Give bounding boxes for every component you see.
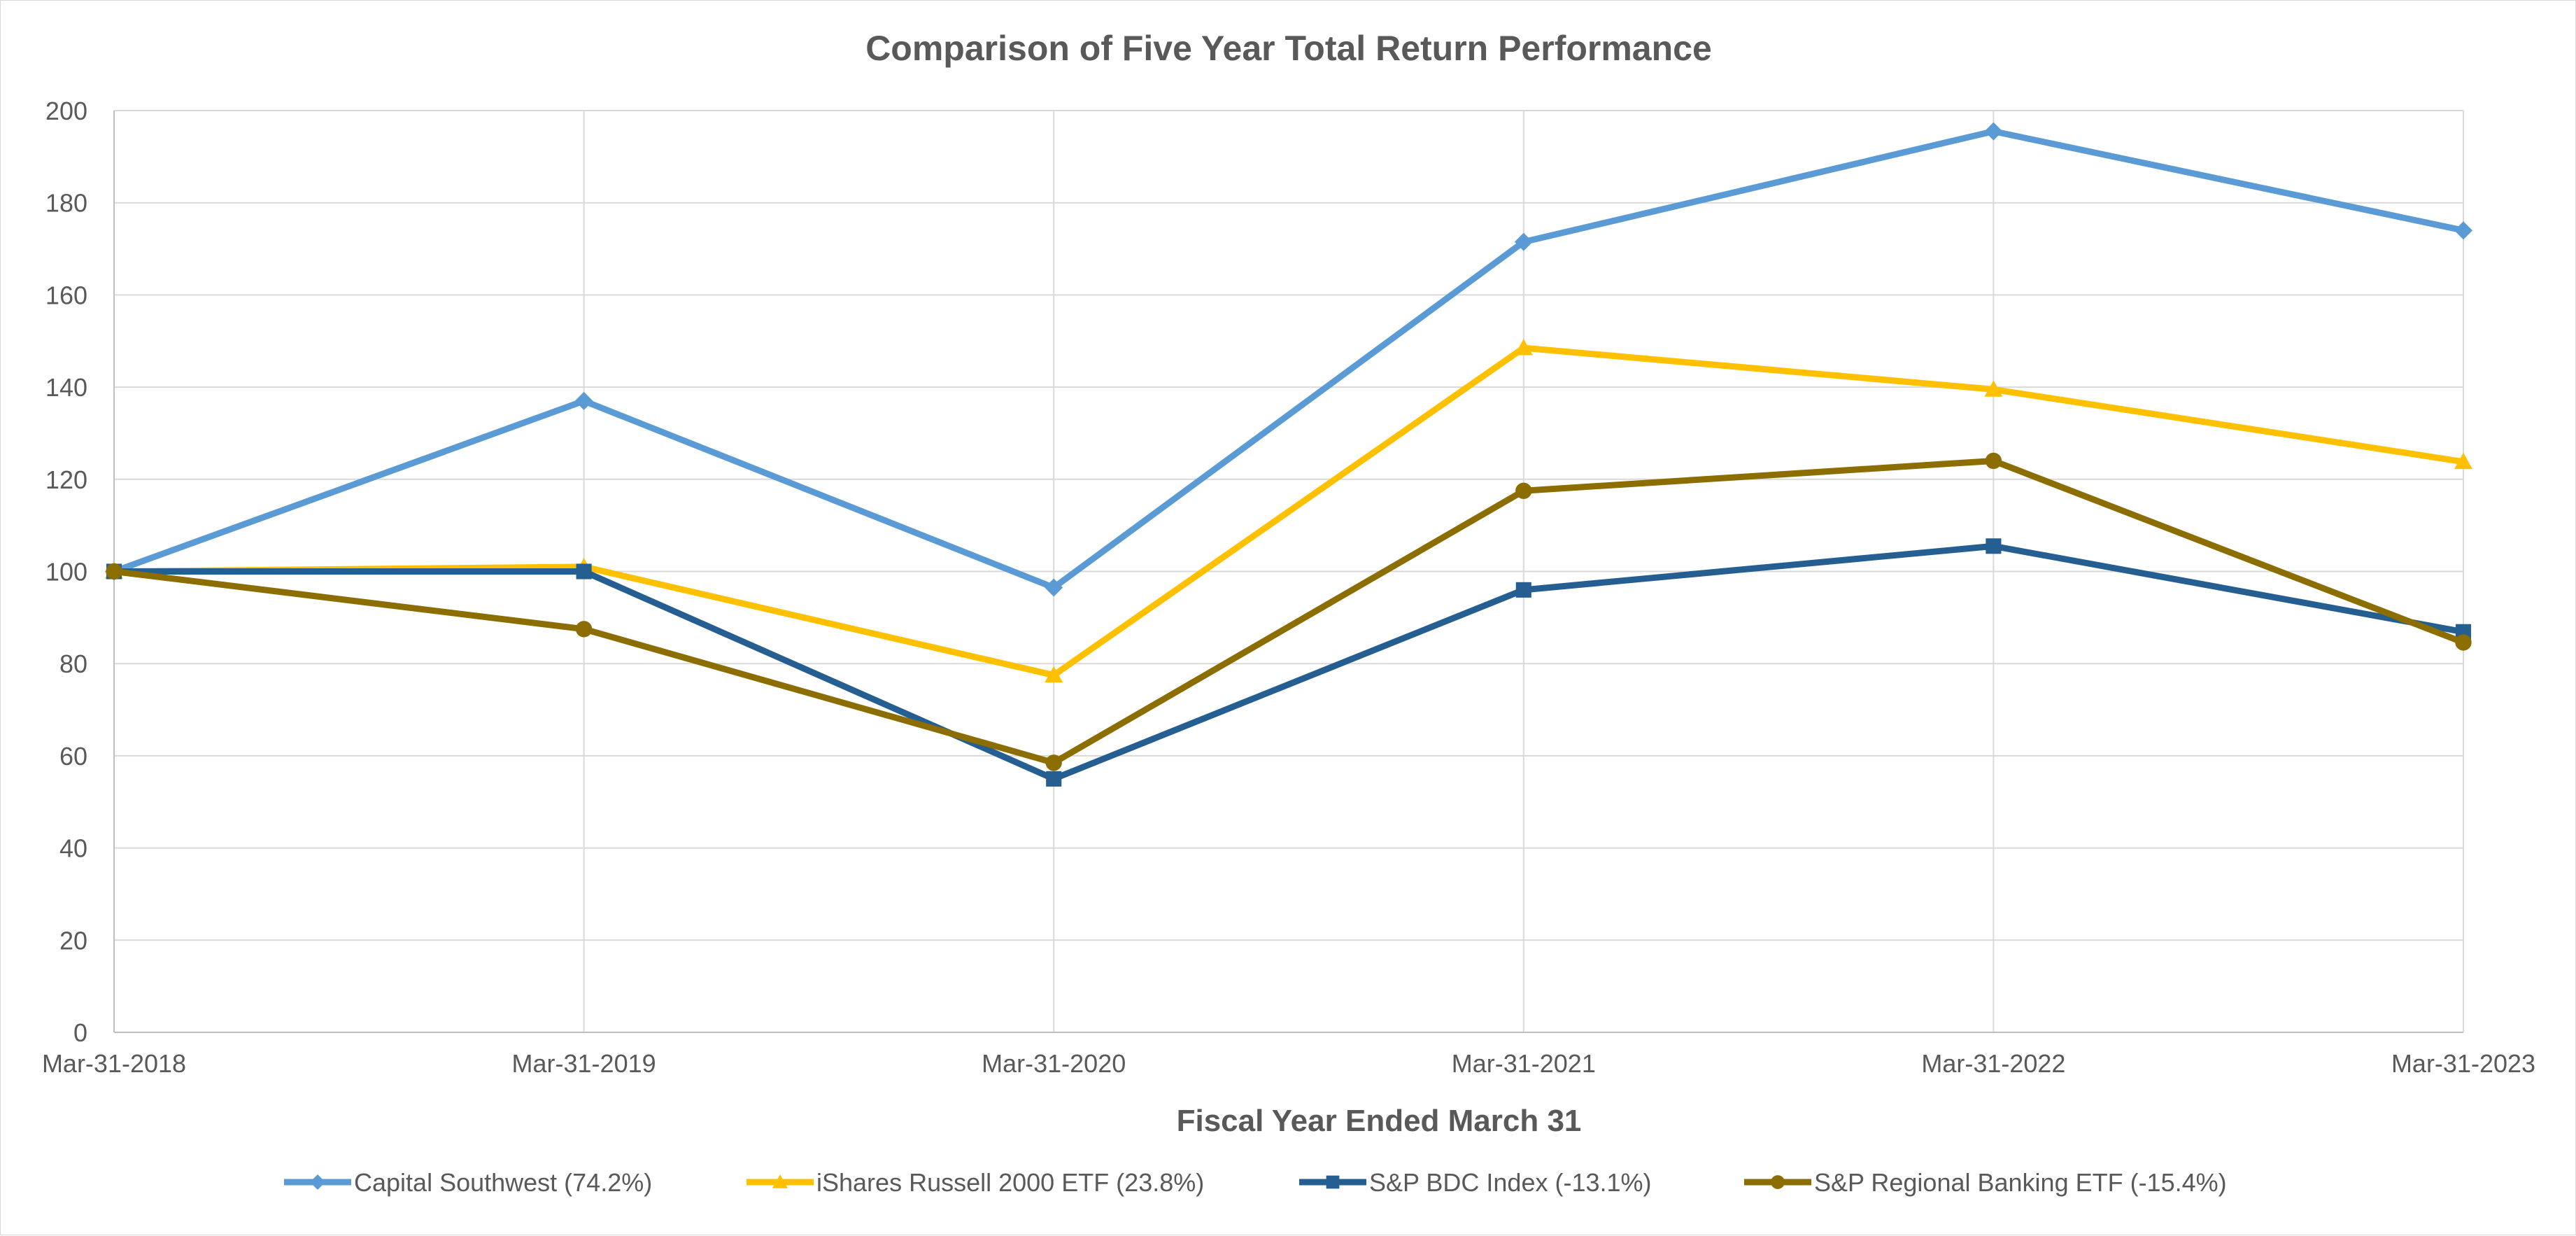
series-line — [111, 542, 2467, 782]
data-point-diamond — [574, 391, 593, 410]
data-point-diamond — [1514, 232, 1533, 251]
chart-title: Comparison of Five Year Total Return Per… — [865, 29, 1712, 68]
legend-item: S&P Regional Banking ETF (-15.4%) — [1744, 1168, 2227, 1197]
data-point-circle — [1985, 452, 2002, 470]
data-point-triangle — [1045, 666, 1063, 683]
series-diamond — [105, 122, 2472, 597]
series-line — [111, 457, 2467, 766]
y-tick-label: 0 — [73, 1018, 87, 1047]
legend-item: S&P BDC Index (-13.1%) — [1299, 1168, 1652, 1197]
data-point-circle — [1515, 482, 1532, 499]
data-point-circle — [1045, 754, 1062, 771]
legend: Capital Southwest (74.2%) iShares Russell… — [284, 1168, 2227, 1197]
legend-label: S&P Regional Banking ETF (-15.4%) — [1814, 1168, 2227, 1197]
x-tick-label: Mar-31-2021 — [1452, 1049, 1596, 1078]
data-point-triangle — [1984, 380, 2003, 397]
y-tick-label: 100 — [45, 558, 87, 587]
legend-marker — [772, 1174, 788, 1188]
y-tick-label: 180 — [45, 189, 87, 218]
series-lines — [105, 122, 2472, 787]
legend-item: Capital Southwest (74.2%) — [284, 1168, 652, 1197]
legend-label: S&P BDC Index (-13.1%) — [1369, 1168, 1652, 1197]
series-line — [111, 128, 2467, 591]
data-point-circle — [575, 621, 593, 638]
y-tick-label: 80 — [59, 649, 87, 678]
y-tick-label: 140 — [45, 373, 87, 402]
data-point-diamond — [1045, 578, 1063, 597]
series-line — [111, 344, 2467, 679]
legend-marker — [310, 1174, 325, 1190]
data-point-square — [1986, 538, 2002, 554]
x-axis-label: Fiscal Year Ended March 31 — [1177, 1104, 1582, 1138]
y-tick-label: 120 — [45, 465, 87, 494]
x-tick-label: Mar-31-2018 — [42, 1049, 186, 1078]
x-tick-label: Mar-31-2020 — [982, 1049, 1126, 1078]
legend-marker — [1771, 1175, 1785, 1189]
legend-marker — [1326, 1175, 1340, 1189]
data-point-triangle — [1514, 339, 1533, 356]
data-point-triangle — [2454, 452, 2472, 470]
data-point-circle — [2455, 634, 2472, 651]
x-tick-label: Mar-31-2022 — [1921, 1049, 2065, 1078]
x-tick-label: Mar-31-2023 — [2391, 1049, 2535, 1078]
x-tick-label: Mar-31-2019 — [512, 1049, 656, 1078]
series-circle — [106, 452, 2472, 771]
series-square — [106, 538, 2472, 787]
legend-label: iShares Russell 2000 ETF (23.8%) — [816, 1168, 1204, 1197]
y-tick-label: 60 — [59, 742, 87, 771]
data-point-circle — [106, 563, 122, 580]
legend-label: Capital Southwest (74.2%) — [354, 1168, 652, 1197]
y-tick-label: 200 — [45, 97, 87, 125]
data-point-square — [1515, 582, 1531, 598]
x-axis-tick-labels: Mar-31-2018 Mar-31-2019 Mar-31-2020 Mar-31-… — [42, 1049, 2535, 1078]
legend-item: iShares Russell 2000 ETF (23.8%) — [746, 1168, 1204, 1197]
y-tick-label: 40 — [59, 834, 87, 863]
y-axis-tick-labels: 0 20 40 60 80 100 120 140 160 180 200 — [45, 97, 87, 1047]
data-point-diamond — [2454, 221, 2472, 240]
y-tick-label: 160 — [45, 281, 87, 309]
data-point-diamond — [1984, 122, 2003, 141]
data-point-square — [1046, 771, 1062, 787]
y-tick-label: 20 — [59, 926, 87, 955]
data-point-square — [576, 563, 592, 580]
